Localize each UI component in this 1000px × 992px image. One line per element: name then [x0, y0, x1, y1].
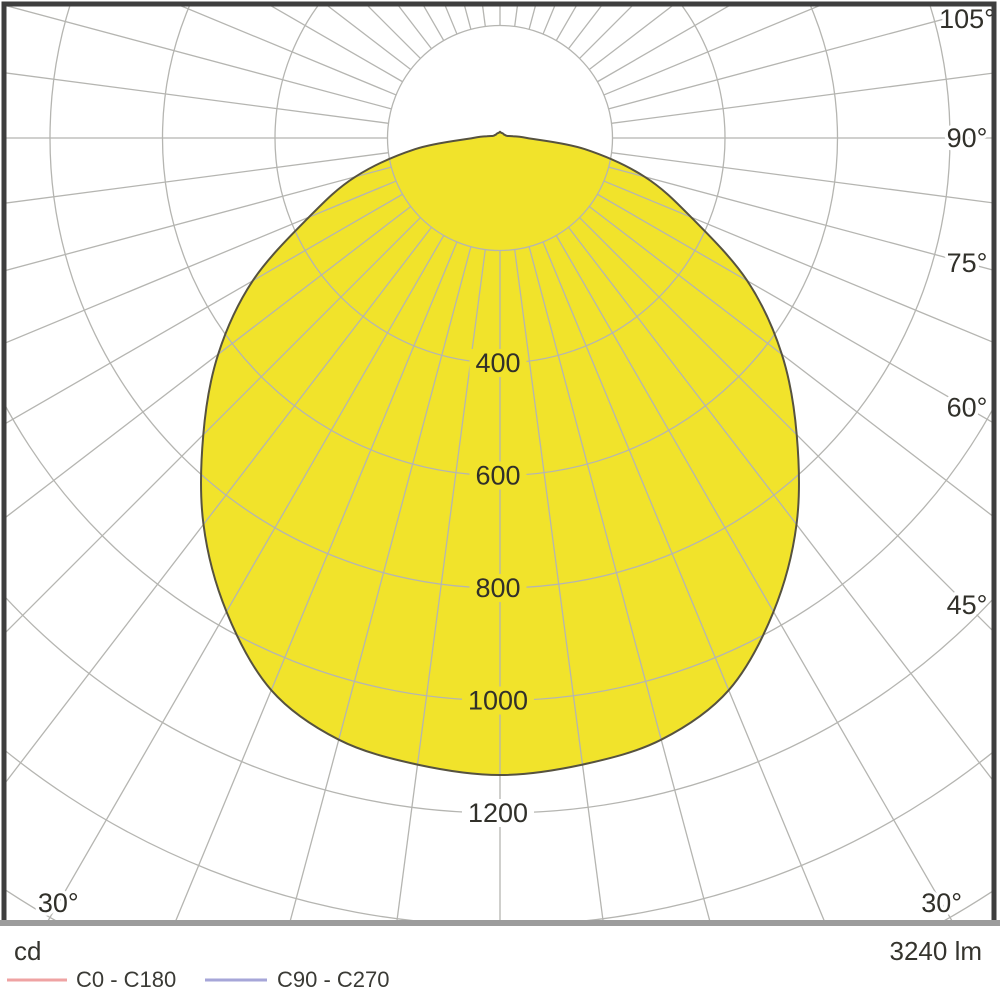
angle-label: 90°	[947, 123, 988, 153]
radial-tick-gap	[469, 574, 527, 602]
grid-spoke	[2, 166, 392, 273]
grid-spoke	[169, 2, 397, 96]
plot-border	[1, 1, 997, 923]
legend-label-c0-c180: C0 - C180	[76, 967, 176, 992]
grid-spoke	[597, 193, 993, 424]
radial-tick-gap	[462, 686, 534, 715]
grid-spoke	[611, 152, 993, 204]
grid-spoke	[603, 2, 831, 96]
radial-tick-label: 600	[475, 461, 520, 491]
grid-spoke	[611, 72, 993, 124]
radial-tick-label: 400	[475, 348, 520, 378]
grid-spoke	[46, 235, 445, 923]
flux-label: 3240 lm	[890, 936, 983, 966]
angle-label: 60°	[947, 393, 988, 423]
radial-tick-label: 1000	[468, 686, 528, 716]
intensity-curve-outline	[200, 130, 800, 777]
bottom-axis-line	[0, 920, 1000, 926]
grid-spoke	[2, 205, 412, 521]
grid-spoke	[542, 241, 826, 923]
radial-tick-label: 800	[475, 573, 520, 603]
angle-label: 75°	[947, 248, 988, 278]
grid-spoke	[2, 217, 421, 637]
grid-spoke	[2, 71, 389, 124]
grid-spoke	[2, 152, 389, 205]
grid-spoke	[567, 226, 993, 782]
grid-spoke	[555, 235, 954, 923]
grid-spoke	[2, 3, 392, 110]
grid-spoke	[288, 246, 472, 923]
grid-label-layer: 400 600 800 1000 1200 105° 90° 75° 60° 45° 30° 30°	[34, 1, 998, 922]
intensity-outline-layer	[200, 130, 800, 777]
angle-label: 45°	[947, 590, 988, 620]
grid-spoke	[579, 217, 993, 632]
grid-spoke	[603, 180, 993, 343]
grid-spoke	[514, 249, 605, 923]
legend: C0 - C180 C90 - C270	[7, 967, 390, 992]
angle-label: 30°	[921, 888, 962, 918]
radial-tick-gap	[469, 461, 527, 490]
legend-label-c90-c270: C90 - C270	[277, 967, 390, 992]
grid-spoke	[174, 241, 458, 923]
unit-label: cd	[14, 936, 41, 966]
grid-spoke	[395, 249, 486, 923]
radial-tick-label: 1200	[468, 798, 528, 828]
angle-label: 30°	[38, 888, 79, 918]
grid-spoke	[2, 180, 397, 345]
grid-spoke	[528, 246, 712, 923]
radial-tick-gap	[462, 799, 534, 827]
grid-spoke	[588, 205, 993, 518]
grid-spoke	[608, 5, 993, 110]
grid-spoke	[2, 193, 403, 427]
grid-spoke	[608, 166, 993, 271]
radial-tick-gap	[469, 349, 527, 377]
grid-spoke	[2, 226, 433, 789]
angle-label: 105°	[939, 4, 995, 34]
